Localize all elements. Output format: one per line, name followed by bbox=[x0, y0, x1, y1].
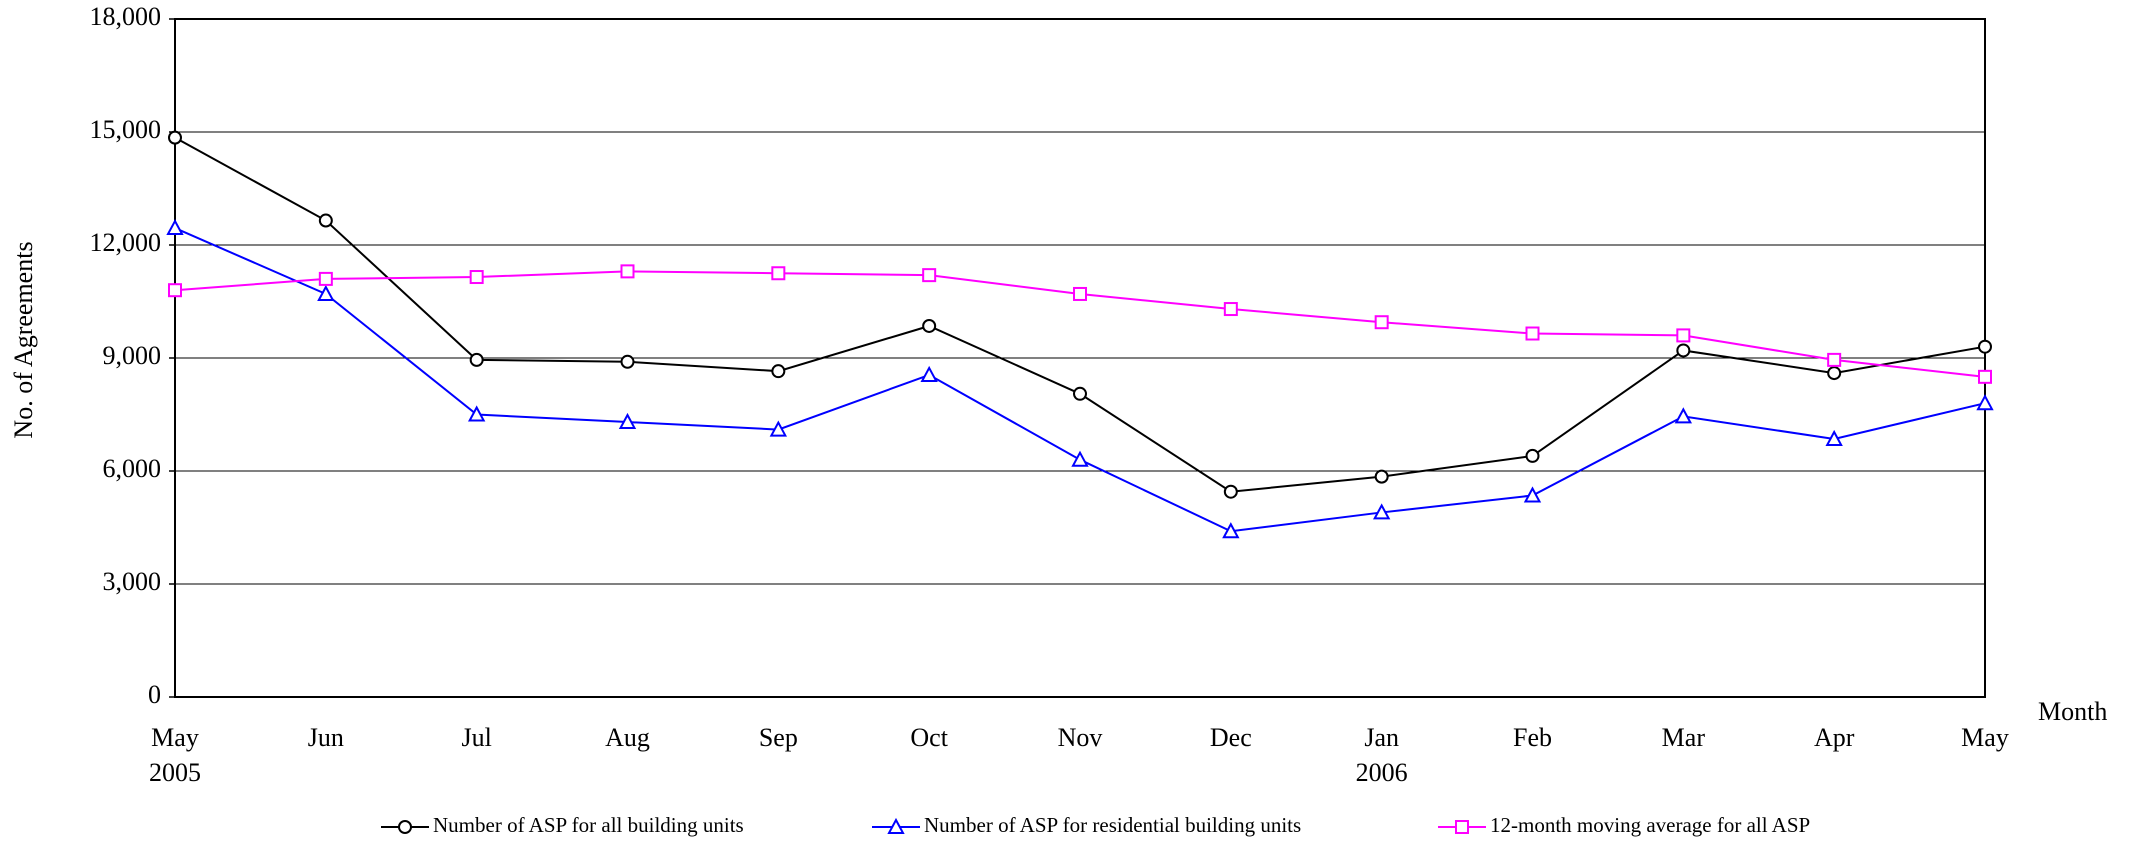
data-point bbox=[1523, 486, 1542, 503]
x-tick-label: Feb bbox=[1513, 723, 1552, 752]
x-tick-label: May bbox=[151, 723, 199, 752]
legend-label: Number of ASP for residential building u… bbox=[924, 813, 1301, 837]
x-tick-sublabel: 2005 bbox=[149, 758, 201, 787]
legend-label: 12-month moving average for all ASP bbox=[1490, 813, 1810, 837]
y-tick-label: 6,000 bbox=[103, 454, 162, 483]
data-point bbox=[1525, 448, 1540, 463]
data-point bbox=[1372, 503, 1391, 520]
data-point bbox=[1223, 484, 1238, 499]
y-tick-label: 15,000 bbox=[90, 115, 162, 144]
data-point bbox=[1827, 352, 1842, 367]
data-point bbox=[467, 405, 486, 422]
data-point bbox=[1374, 315, 1389, 330]
x-tick-sublabel: 2006 bbox=[1356, 758, 1408, 787]
legend-marker bbox=[1455, 820, 1469, 834]
y-tick-label: 9,000 bbox=[103, 341, 162, 370]
data-point bbox=[1976, 394, 1994, 411]
data-point bbox=[769, 420, 788, 437]
x-tick-label: Mar bbox=[1662, 723, 1706, 752]
data-point bbox=[1674, 407, 1693, 424]
data-point bbox=[166, 218, 184, 236]
data-point bbox=[771, 266, 786, 281]
series-line bbox=[174, 227, 1986, 533]
data-point bbox=[317, 284, 335, 301]
data-point bbox=[1827, 366, 1842, 381]
data-point bbox=[1374, 469, 1389, 484]
y-axis-label: No. of Agreements bbox=[9, 241, 38, 438]
series-line bbox=[174, 136, 1986, 493]
data-point bbox=[168, 283, 182, 298]
x-tick-label: Nov bbox=[1058, 723, 1103, 752]
x-tick-label: Dec bbox=[1210, 723, 1252, 752]
plot-frame bbox=[174, 18, 1986, 698]
x-tick-label: May bbox=[1961, 723, 2009, 752]
x-tick-label: Aug bbox=[605, 723, 650, 752]
data-point bbox=[168, 130, 182, 145]
data-point bbox=[1676, 328, 1691, 343]
data-point bbox=[922, 318, 937, 333]
x-tick-label: Sep bbox=[759, 723, 798, 752]
data-point bbox=[1825, 429, 1843, 446]
data-point bbox=[1676, 343, 1691, 358]
data-point bbox=[771, 364, 786, 379]
data-point bbox=[618, 412, 637, 430]
data-point bbox=[620, 354, 635, 369]
y-tick-label: 18,000 bbox=[90, 2, 162, 31]
y-tick-label: 0 bbox=[148, 680, 161, 709]
x-axis-label: Month bbox=[2038, 697, 2107, 726]
data-point bbox=[920, 365, 938, 382]
data-point bbox=[1073, 286, 1087, 301]
x-tick-label: Apr bbox=[1814, 723, 1855, 752]
legend-marker bbox=[398, 820, 412, 834]
x-tick-label: Jan bbox=[1364, 723, 1399, 752]
x-tick-label: Oct bbox=[910, 723, 948, 752]
data-point bbox=[1073, 386, 1087, 401]
legend-marker bbox=[887, 817, 905, 834]
data-point bbox=[469, 270, 484, 285]
data-point bbox=[1525, 326, 1540, 341]
data-point bbox=[1071, 450, 1089, 467]
y-tick-label: 12,000 bbox=[90, 228, 162, 257]
x-tick-label: Jun bbox=[308, 723, 344, 752]
x-tick-label: Jul bbox=[461, 723, 491, 752]
data-point bbox=[1222, 522, 1240, 539]
data-point bbox=[620, 264, 635, 279]
y-tick-label: 3,000 bbox=[103, 567, 162, 596]
data-point bbox=[318, 213, 333, 228]
data-point bbox=[1978, 369, 1992, 384]
data-point bbox=[1978, 339, 1992, 354]
data-point bbox=[1223, 302, 1238, 317]
data-point bbox=[922, 268, 937, 283]
legend-label: Number of ASP for all building units bbox=[433, 813, 744, 837]
data-point bbox=[469, 352, 484, 367]
data-point bbox=[318, 271, 333, 286]
